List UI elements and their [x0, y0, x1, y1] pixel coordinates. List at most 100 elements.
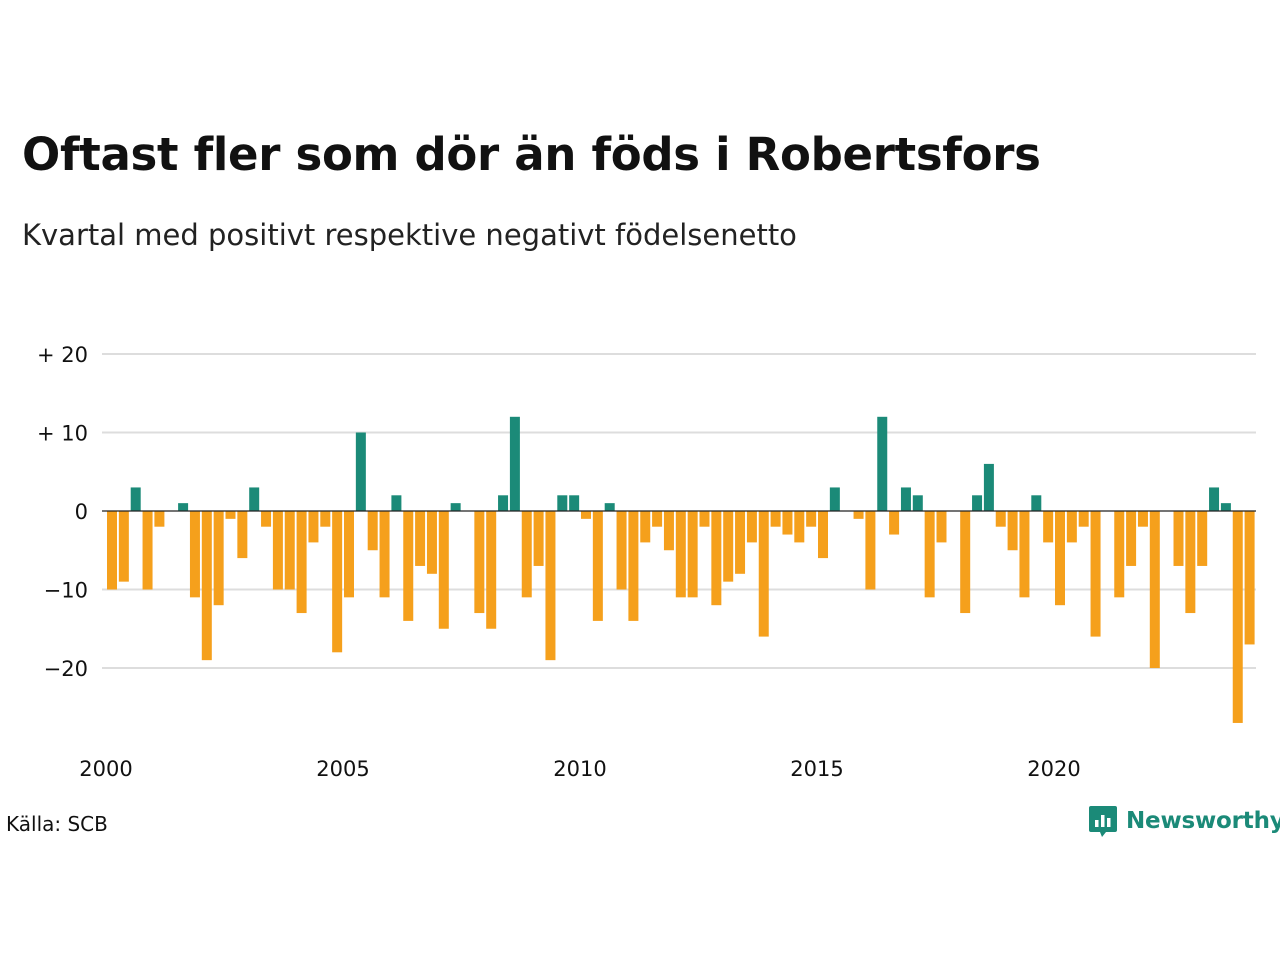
- bar-2016-q2: [877, 416, 888, 511]
- bar-2011-q1: [628, 511, 639, 621]
- newsworthy-chart-icon: [1089, 806, 1117, 837]
- bar-2011-q4: [663, 511, 674, 551]
- y-tick-label: −20: [44, 657, 88, 681]
- bar-2008-q2: [498, 495, 509, 511]
- bar-2005-q1: [344, 511, 354, 598]
- y-tick-label: −10: [44, 579, 88, 603]
- bar-2015-q4: [853, 511, 864, 519]
- bar-2004-q2: [308, 511, 319, 543]
- bar-2015-q1: [818, 511, 828, 559]
- bar-2000-q2: [118, 511, 129, 582]
- bar-2018-q4: [995, 511, 1006, 527]
- bar-2014-q2: [782, 511, 793, 535]
- bar-2023-q2: [1209, 487, 1220, 511]
- bar-2021-q4: [1137, 511, 1148, 527]
- bar-2017-q1: [912, 495, 923, 511]
- y-axis-ticks: + 20 + 10 0 −10 −20: [37, 343, 88, 681]
- bar-2019-q1: [1007, 511, 1018, 551]
- bar-2021-q3: [1126, 511, 1137, 566]
- bar-2003-q1: [249, 487, 260, 511]
- chart-title: Oftast fler som dör än föds i Robertsfor…: [22, 128, 1041, 181]
- bar-2012-q2: [687, 511, 698, 598]
- bar-2013-q4: [758, 511, 769, 637]
- bar-2020-q3: [1078, 511, 1089, 527]
- bar-2022-q1: [1149, 511, 1160, 668]
- bar-2013-q1: [723, 511, 734, 582]
- bar-2001-q3: [178, 503, 189, 511]
- bar-2011-q2: [640, 511, 651, 543]
- newsworthy-logo: Newsworthy: [1088, 804, 1280, 838]
- bar-2007-q1: [438, 511, 449, 629]
- bar-2010-q3: [604, 503, 615, 511]
- x-tick-label: 2000: [79, 757, 132, 781]
- bar-2007-q4: [474, 511, 485, 614]
- bar-2018-q2: [972, 495, 983, 511]
- bar-2001-q4: [189, 511, 200, 598]
- bar-2009-q1: [533, 511, 544, 566]
- bars: [107, 416, 1255, 723]
- bar-2022-q4: [1185, 511, 1196, 614]
- bar-2006-q3: [415, 511, 426, 566]
- bar-2002-q2: [213, 511, 224, 606]
- bar-2013-q2: [735, 511, 746, 574]
- bar-2007-q2: [450, 503, 461, 511]
- bar-2016-q1: [865, 511, 876, 590]
- bar-2004-q3: [320, 511, 331, 527]
- bar-2000-q1: [107, 511, 117, 590]
- bar-2002-q3: [225, 511, 236, 519]
- bar-2019-q3: [1031, 495, 1042, 511]
- bar-2012-q1: [675, 511, 686, 598]
- bar-2009-q2: [545, 511, 556, 661]
- bar-2017-q3: [936, 511, 947, 543]
- bar-2009-q3: [557, 495, 568, 511]
- bar-2016-q4: [900, 487, 911, 511]
- bar-2013-q3: [746, 511, 757, 543]
- x-tick-label: 2010: [553, 757, 606, 781]
- logo-text: Newsworthy: [1126, 808, 1280, 834]
- y-tick-label: + 20: [37, 343, 88, 367]
- bar-2010-q1: [581, 511, 591, 519]
- bar-2001-q1: [154, 511, 165, 527]
- bar-2005-q3: [367, 511, 378, 551]
- bar-2019-q4: [1043, 511, 1054, 543]
- bar-2003-q4: [284, 511, 295, 590]
- x-axis-ticks: 2000 2005 2010 2015 2020: [79, 757, 1080, 781]
- x-tick-label: 2005: [316, 757, 369, 781]
- bar-2024-q1: [1244, 511, 1255, 645]
- bar-2016-q3: [889, 511, 900, 535]
- bar-2002-q4: [237, 511, 248, 559]
- bar-2002-q1: [201, 511, 212, 661]
- bar-2006-q2: [403, 511, 414, 621]
- bar-2005-q2: [355, 432, 366, 511]
- bar-2023-q1: [1197, 511, 1208, 566]
- bar-2004-q1: [296, 511, 307, 614]
- bar-2008-q3: [509, 416, 520, 511]
- bar-2018-q3: [983, 463, 994, 511]
- bar-2014-q4: [806, 511, 817, 527]
- bar-2012-q4: [711, 511, 722, 606]
- bar-2021-q2: [1114, 511, 1125, 598]
- bar-2018-q1: [960, 511, 971, 614]
- y-tick-label: + 10: [37, 422, 88, 446]
- bar-2010-q2: [592, 511, 603, 621]
- bar-2006-q1: [391, 495, 402, 511]
- bar-2023-q3: [1220, 503, 1231, 511]
- bar-2017-q2: [924, 511, 935, 598]
- bar-2004-q4: [332, 511, 343, 653]
- bar-2003-q3: [272, 511, 283, 590]
- y-tick-label: 0: [75, 500, 88, 524]
- bar-2008-q1: [486, 511, 497, 629]
- source-note: Källa: SCB: [6, 812, 108, 836]
- bar-2020-q4: [1090, 511, 1101, 637]
- bar-2009-q4: [569, 495, 580, 511]
- bar-2023-q4: [1232, 511, 1243, 723]
- bar-2020-q1: [1055, 511, 1065, 606]
- bar-2008-q4: [521, 511, 532, 598]
- bar-2000-q4: [142, 511, 153, 590]
- chart-subtitle: Kvartal med positivt respektive negativt…: [22, 218, 797, 252]
- bar-2015-q2: [829, 487, 840, 511]
- bar-2000-q3: [130, 487, 141, 511]
- bar-2020-q2: [1066, 511, 1077, 543]
- bar-2014-q1: [770, 511, 781, 527]
